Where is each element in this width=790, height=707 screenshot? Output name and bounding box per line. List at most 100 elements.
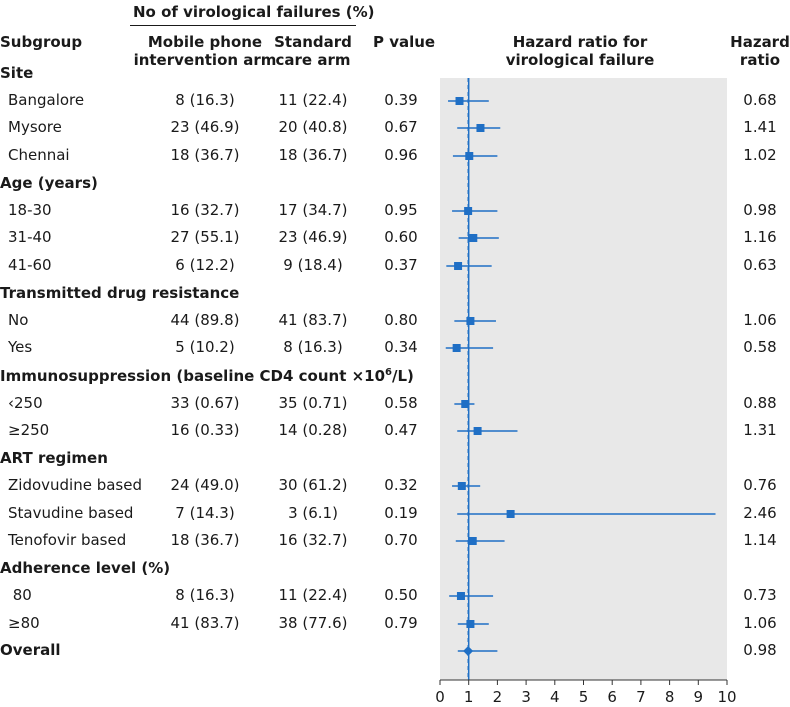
immuno-text: Immunosuppression (baseline CD4 count ×1… — [0, 367, 386, 385]
row-hazard-ratio: 0.76 — [743, 476, 777, 494]
row-mobile-failures: 6 (12.2) — [175, 256, 235, 274]
row-mobile-failures: 23 (46.9) — [170, 118, 240, 136]
row-pvalue: 0.60 — [384, 228, 418, 246]
row-pvalue: 0.70 — [384, 531, 418, 549]
row-mobile-failures: 41 (83.7) — [170, 614, 240, 632]
row-hazard-ratio: 0.88 — [743, 394, 777, 412]
point-estimate — [457, 482, 466, 490]
row-standard-failures: 35 (0.71) — [278, 394, 348, 412]
point-estimate — [455, 97, 464, 105]
row-label: Mysore — [8, 118, 62, 136]
x-tick-label: 9 — [694, 688, 704, 706]
section-tdr: Transmitted drug resistance — [0, 284, 240, 302]
mobile-header-line1: Mobile phone — [147, 33, 263, 51]
point-estimate — [452, 344, 461, 352]
failures-group-header: No of virological failures (%) — [133, 3, 375, 21]
row-mobile-failures: 18 (36.7) — [170, 146, 240, 164]
x-tick-label: 2 — [493, 688, 503, 706]
point-estimate — [465, 152, 474, 160]
x-tick-label: 8 — [665, 688, 675, 706]
point-estimate — [454, 262, 463, 270]
row-mobile-failures: 5 (10.2) — [175, 338, 235, 356]
row-standard-failures: 16 (32.7) — [278, 531, 348, 549]
x-tick-label: 4 — [550, 688, 560, 706]
subgroup-header: Subgroup — [0, 33, 83, 51]
row-label: Tenofovir based — [8, 531, 127, 549]
point-estimate — [466, 620, 475, 628]
section-site: Site — [0, 64, 34, 82]
row-pvalue: 0.37 — [384, 256, 418, 274]
row-pvalue: 0.32 — [384, 476, 418, 494]
x-tick-label: 10 — [717, 688, 736, 706]
row-label: 80 — [8, 586, 32, 604]
row-standard-failures: 30 (61.2) — [278, 476, 348, 494]
row-label: 31-40 — [8, 228, 52, 246]
point-estimate — [456, 592, 465, 600]
row-pvalue: 0.50 — [384, 586, 418, 604]
row-pvalue: 0.95 — [384, 201, 418, 219]
point-estimate — [469, 234, 478, 242]
section-overall: Overall — [0, 641, 61, 659]
row-standard-failures: 17 (34.7) — [278, 201, 348, 219]
row-hazard-ratio: 0.98 — [743, 201, 777, 219]
row-label: 41-60 — [8, 256, 52, 274]
section-adherence: Adherence level (%) — [0, 559, 171, 577]
hr-col-header-line2: ratio — [739, 51, 781, 69]
row-mobile-failures: 18 (36.7) — [170, 531, 240, 549]
row-standard-failures: 38 (77.6) — [278, 614, 348, 632]
row-standard-failures: 11 (22.4) — [278, 586, 348, 604]
row-pvalue: 0.58 — [384, 394, 418, 412]
row-mobile-failures: 7 (14.3) — [175, 504, 235, 522]
row-pvalue: 0.67 — [384, 118, 418, 136]
point-estimate — [476, 124, 485, 132]
row-standard-failures: 3 (6.1) — [288, 504, 338, 522]
plot-panel — [440, 78, 727, 680]
x-tick-label: 1 — [464, 688, 474, 706]
immuno-superscript: 6 — [385, 367, 393, 378]
hr-title-line2: virological failure — [505, 51, 655, 69]
overall-diamond — [463, 646, 474, 656]
row-label: Yes — [8, 338, 33, 356]
row-hazard-ratio: 1.02 — [743, 146, 777, 164]
standard-header-line1: Standard — [274, 33, 352, 51]
standard-header-line2: care arm — [275, 51, 351, 69]
x-tick-label: 5 — [579, 688, 589, 706]
row-standard-failures: 41 (83.7) — [278, 311, 348, 329]
overall-hr-value: 0.98 — [743, 641, 777, 659]
row-hazard-ratio: 2.46 — [743, 504, 777, 522]
hr-title-line1: Hazard ratio for — [512, 33, 648, 51]
x-tick-label: 7 — [636, 688, 646, 706]
row-hazard-ratio: 1.06 — [743, 311, 777, 329]
group-underline — [130, 25, 356, 26]
row-standard-failures: 18 (36.7) — [278, 146, 348, 164]
row-hazard-ratio: 1.31 — [743, 421, 777, 439]
row-hazard-ratio: 0.58 — [743, 338, 777, 356]
row-pvalue: 0.19 — [384, 504, 418, 522]
section-art: ART regimen — [0, 449, 108, 467]
row-mobile-failures: 16 (32.7) — [170, 201, 240, 219]
row-standard-failures: 23 (46.9) — [278, 228, 348, 246]
point-estimate — [464, 207, 473, 215]
row-label: ≥250 — [8, 421, 50, 439]
row-hazard-ratio: 1.14 — [743, 531, 777, 549]
row-mobile-failures: 27 (55.1) — [170, 228, 240, 246]
pvalue-header: P value — [373, 33, 436, 51]
row-hazard-ratio: 1.06 — [743, 614, 777, 632]
section-age: Age (years) — [0, 174, 98, 192]
row-label: 18-30 — [8, 201, 52, 219]
row-standard-failures: 9 (18.4) — [283, 256, 343, 274]
point-estimate — [506, 510, 515, 518]
row-standard-failures: 14 (0.28) — [278, 421, 348, 439]
row-mobile-failures: 16 (0.33) — [170, 421, 240, 439]
row-label: Bangalore — [8, 91, 85, 109]
row-pvalue: 0.80 — [384, 311, 418, 329]
row-mobile-failures: 33 (0.67) — [170, 394, 240, 412]
point-estimate — [466, 317, 475, 325]
row-label: Zidovudine based — [8, 476, 142, 494]
row-pvalue: 0.96 — [384, 146, 418, 164]
point-estimate — [468, 537, 477, 545]
row-mobile-failures: 24 (49.0) — [170, 476, 240, 494]
row-mobile-failures: 8 (16.3) — [175, 586, 235, 604]
row-hazard-ratio: 0.63 — [743, 256, 777, 274]
